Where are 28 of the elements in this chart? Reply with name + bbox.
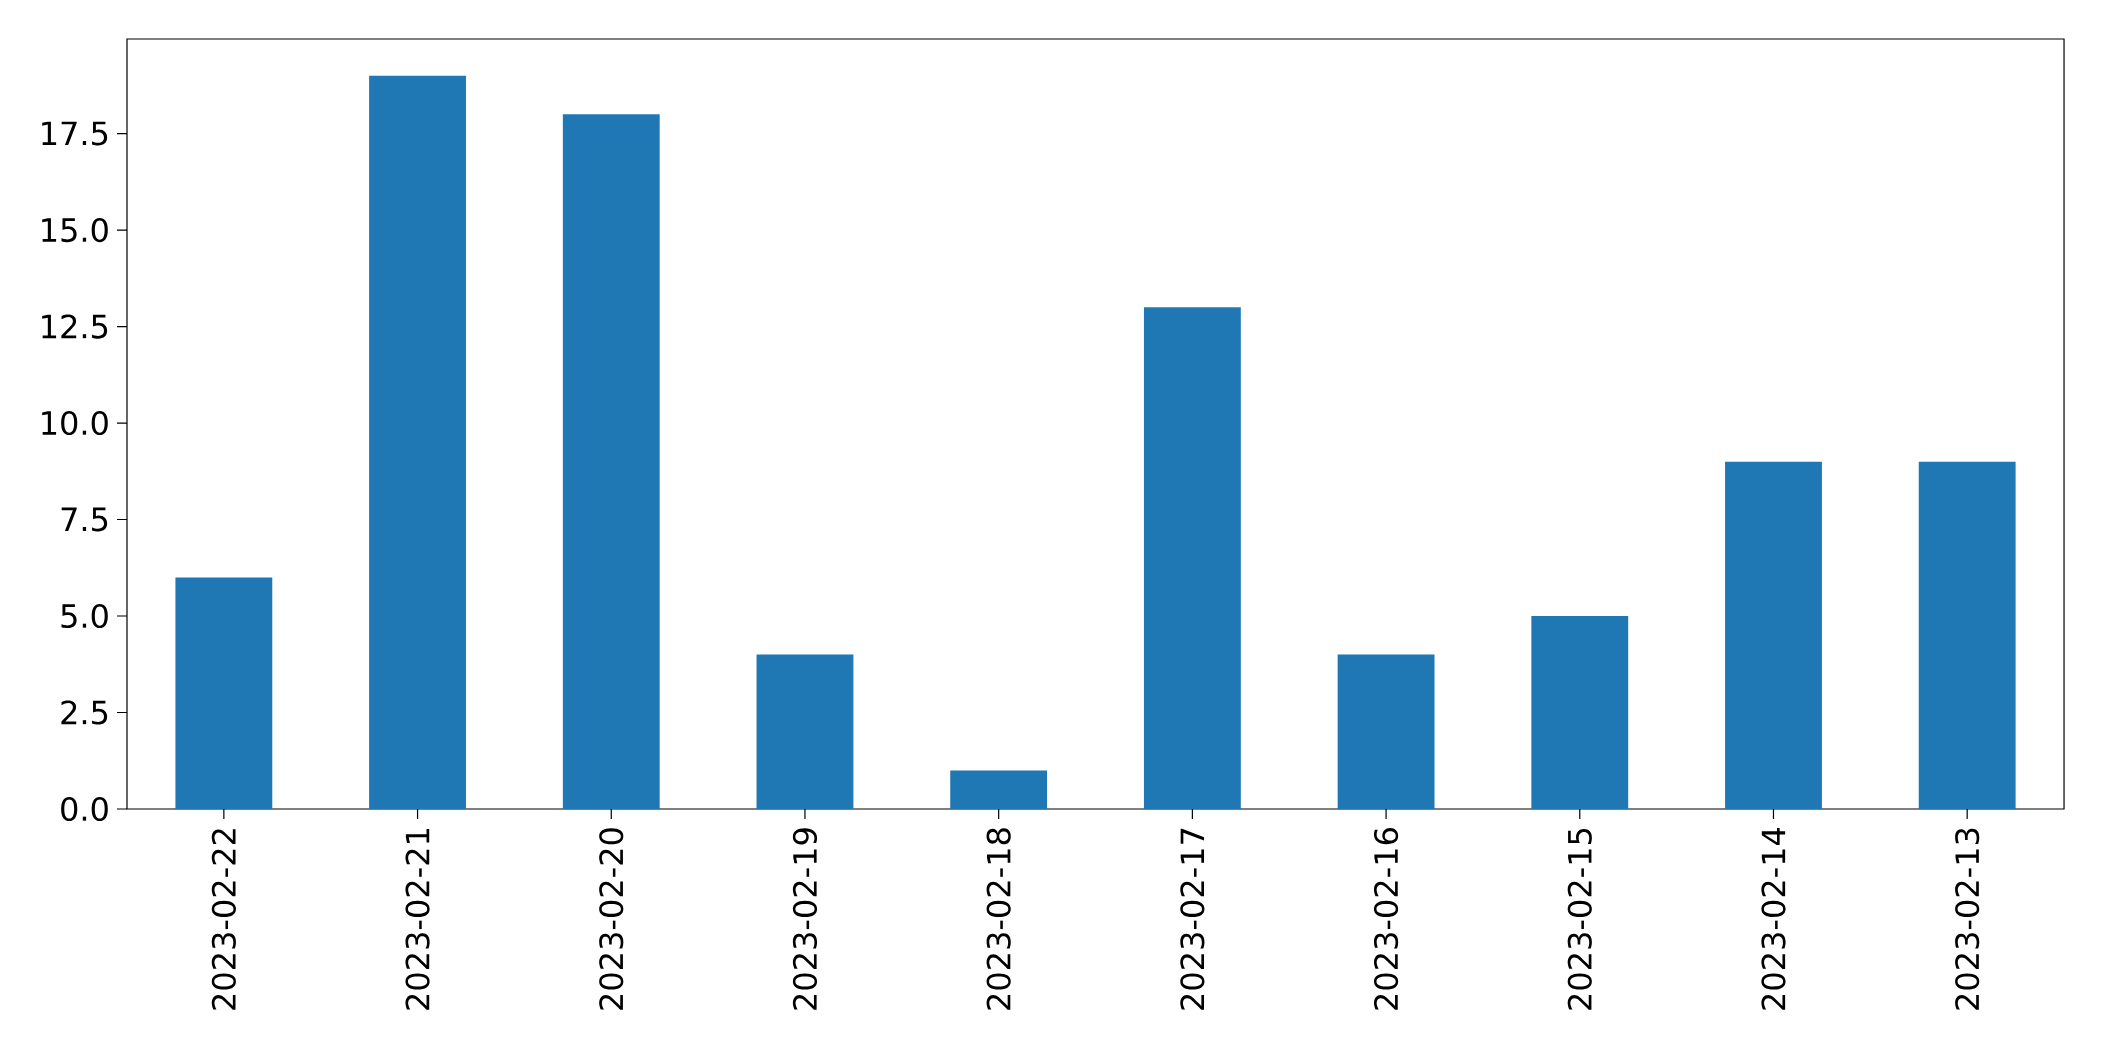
y-tick-label: 0.0 [61,796,108,822]
bar [369,75,466,809]
x-tick-label: 2023-02-18 [986,828,1011,1010]
bar [1531,616,1629,809]
bar [1918,461,2016,809]
y-tick-label: 5.0 [61,603,108,629]
bar [1725,461,1822,809]
x-tick-label: 2023-02-17 [1180,828,1205,1010]
bar [1337,654,1435,809]
y-tick-label: 12.5 [42,314,108,339]
y-tick-label: 15.0 [42,217,108,243]
y-tick-label: 17.5 [42,121,108,146]
x-tick-label: 2023-02-15 [1567,828,1592,1010]
x-tick-label: 2023-02-22 [211,829,236,1010]
x-tick-label: 2023-02-13 [1955,828,1980,1010]
x-tick-label: 2023-02-20 [599,828,624,1010]
bar [562,114,660,809]
bar [756,654,854,809]
y-tick-label: 7.5 [61,507,108,532]
bar [175,577,273,809]
y-tick-label: 10.0 [42,410,108,436]
x-tick-label: 2023-02-16 [1373,828,1399,1010]
y-tick-label: 2.5 [61,700,108,725]
x-tick-label: 2023-02-21 [405,829,430,1010]
bar [950,770,1048,809]
bar [1143,307,1241,809]
x-tick-label: 2023-02-14 [1761,827,1786,1010]
x-tick-label: 2023-02-19 [792,828,818,1010]
